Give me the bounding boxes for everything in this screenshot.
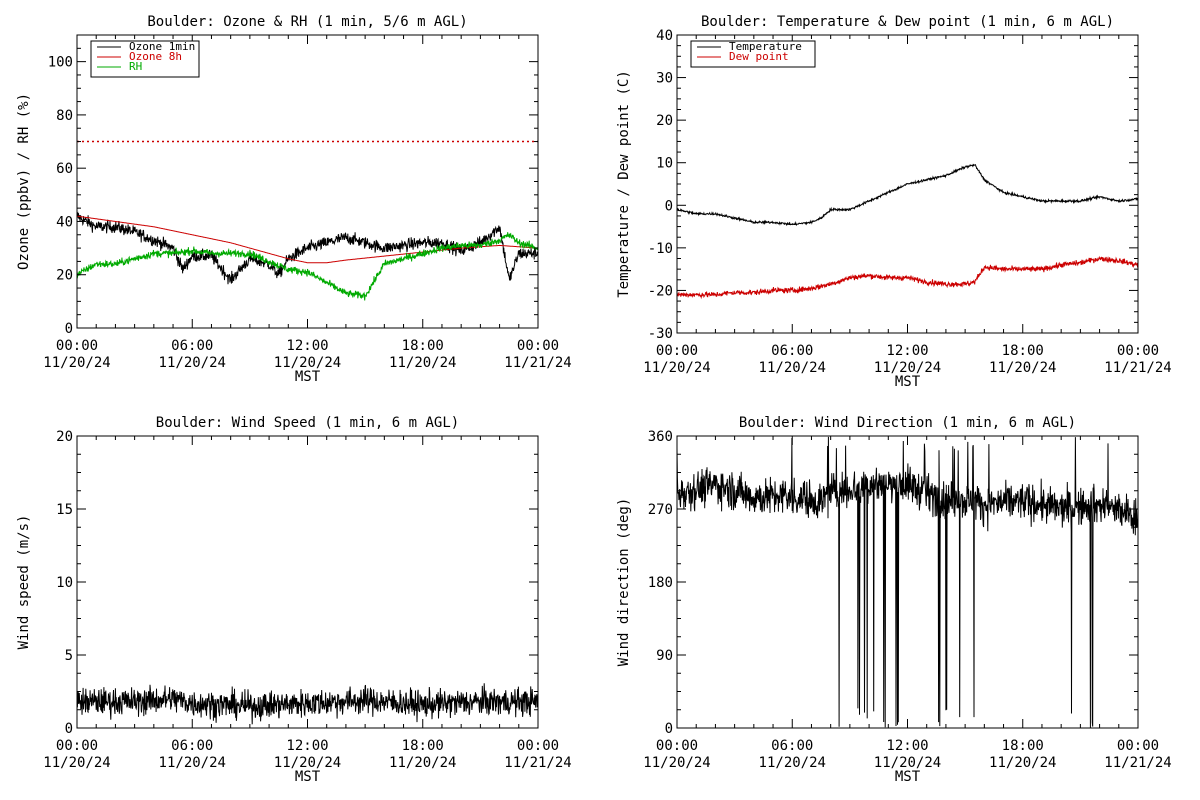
x-tick-label-time: 00:00 xyxy=(517,338,559,354)
x-tick-label-date: 11/20/24 xyxy=(989,360,1056,376)
y-tick-label: -20 xyxy=(648,283,673,299)
y-tick-label: 100 xyxy=(48,55,73,71)
x-tick-label-time: 00:00 xyxy=(656,343,698,359)
x-axis-label: MST xyxy=(295,769,321,785)
y-tick-label: -30 xyxy=(648,326,673,342)
y-axis-label: Temperature / Dew point (C) xyxy=(616,70,632,298)
y-tick-label: 180 xyxy=(648,575,673,591)
chart-panel-1: Boulder: Ozone & RH (1 min, 5/6 m AGL) 0 2… xyxy=(16,14,572,385)
y-tick-label: 40 xyxy=(56,214,73,230)
x-tick-label-time: 18:00 xyxy=(402,738,444,754)
y-tick-label: 60 xyxy=(56,161,73,177)
plot-frame xyxy=(76,34,539,329)
x-tick-label-date: 11/21/24 xyxy=(504,755,571,771)
x-tick-label-time: 06:00 xyxy=(171,338,213,354)
y-tick-label: 20 xyxy=(56,429,73,445)
x-tick-label-time: 06:00 xyxy=(771,343,813,359)
legend-entry: Temperature xyxy=(729,40,802,53)
x-tick-label-time: 06:00 xyxy=(171,738,213,754)
legend-entry: Dew point xyxy=(729,50,789,63)
y-tick-label: 20 xyxy=(656,113,673,129)
legend-box xyxy=(690,40,816,68)
x-tick-label-date: 11/20/24 xyxy=(43,355,110,371)
y-tick-label: 0 xyxy=(665,721,673,737)
x-axis-label: MST xyxy=(295,369,321,385)
x-tick-label-date: 11/20/24 xyxy=(874,755,941,771)
x-tick-label-date: 11/20/24 xyxy=(759,360,826,376)
y-tick-label: 80 xyxy=(56,108,73,124)
y-tick-label: 20 xyxy=(56,268,73,284)
x-tick-label-time: 00:00 xyxy=(56,738,98,754)
x-tick-label-time: 12:00 xyxy=(286,338,328,354)
y-tick-label: 90 xyxy=(656,648,673,664)
x-tick-label-date: 11/20/24 xyxy=(274,755,341,771)
x-tick-label-date: 11/20/24 xyxy=(274,355,341,371)
y-tick-label: 0 xyxy=(65,321,73,337)
y-tick-label: 0 xyxy=(65,721,73,737)
series-line-1 xyxy=(676,436,1139,728)
x-tick-label-date: 11/20/24 xyxy=(874,360,941,376)
x-tick-label-time: 00:00 xyxy=(56,338,98,354)
y-tick-label: 5 xyxy=(65,648,73,664)
x-tick-label-time: 00:00 xyxy=(1117,343,1159,359)
chart-title: Boulder: Wind Direction (1 min, 6 m AGL) xyxy=(739,415,1076,431)
x-tick-label-time: 12:00 xyxy=(286,738,328,754)
y-tick-label: 10 xyxy=(56,575,73,591)
x-tick-label-date: 11/20/24 xyxy=(159,355,226,371)
y-tick-label: 360 xyxy=(648,429,673,445)
plot-frame xyxy=(76,435,539,729)
chart-panel-3: Boulder: Wind Speed (1 min, 6 m AGL) 0 5 10… xyxy=(16,415,572,785)
chart-title: Boulder: Wind Speed (1 min, 6 m AGL) xyxy=(156,415,459,431)
legend-entry: Ozone 1min xyxy=(129,40,195,53)
x-axis-label: MST xyxy=(895,769,921,785)
chart-title: Boulder: Temperature & Dew point (1 min,… xyxy=(701,14,1114,30)
y-tick-label: 270 xyxy=(648,502,673,518)
series-line-rh xyxy=(76,232,539,301)
series-line-1 xyxy=(76,683,539,725)
x-tick-label-date: 11/21/24 xyxy=(504,355,571,371)
x-tick-label-date: 11/21/24 xyxy=(1104,360,1171,376)
x-tick-label-date: 11/20/24 xyxy=(43,755,110,771)
chart-panel-2: Boulder: Temperature & Dew point (1 min,… xyxy=(616,14,1172,390)
x-tick-label-date: 11/20/24 xyxy=(159,755,226,771)
y-tick-label: 40 xyxy=(656,28,673,44)
x-tick-label-time: 00:00 xyxy=(656,738,698,754)
x-tick-label-date: 11/21/24 xyxy=(1104,755,1171,771)
x-tick-label-time: 12:00 xyxy=(886,343,928,359)
x-tick-label-time: 18:00 xyxy=(1002,738,1044,754)
x-axis-label: MST xyxy=(895,374,921,390)
y-axis-label: Wind direction (deg) xyxy=(616,498,632,667)
chart-panel-4: Boulder: Wind Direction (1 min, 6 m AGL)… xyxy=(616,415,1172,785)
x-tick-label-date: 11/20/24 xyxy=(759,755,826,771)
x-tick-label-time: 06:00 xyxy=(771,738,813,754)
x-tick-label-date: 11/20/24 xyxy=(389,755,456,771)
x-tick-label-date: 11/20/24 xyxy=(989,755,1056,771)
x-tick-label-date: 11/20/24 xyxy=(643,360,710,376)
series-line-temperature xyxy=(676,163,1139,227)
legend-entry: Ozone 8h xyxy=(129,50,182,63)
y-tick-label: 15 xyxy=(56,502,73,518)
x-tick-label-date: 11/20/24 xyxy=(389,355,456,371)
chart-title: Boulder: Ozone & RH (1 min, 5/6 m AGL) xyxy=(147,14,467,30)
x-tick-label-time: 18:00 xyxy=(1002,343,1044,359)
y-tick-label: 30 xyxy=(656,71,673,87)
y-axis-label: Ozone (ppbv) / RH (%) xyxy=(16,93,32,270)
y-tick-label: 10 xyxy=(656,156,673,172)
legend-entry: RH xyxy=(129,60,142,73)
y-axis-label: Wind speed (m/s) xyxy=(16,515,32,650)
x-tick-label-date: 11/20/24 xyxy=(643,755,710,771)
series-line-dew-point xyxy=(676,255,1139,300)
y-tick-label: 0 xyxy=(665,198,673,214)
x-tick-label-time: 00:00 xyxy=(517,738,559,754)
x-tick-label-time: 12:00 xyxy=(886,738,928,754)
y-tick-label: -10 xyxy=(648,241,673,257)
x-tick-label-time: 00:00 xyxy=(1117,738,1159,754)
x-tick-label-time: 18:00 xyxy=(402,338,444,354)
